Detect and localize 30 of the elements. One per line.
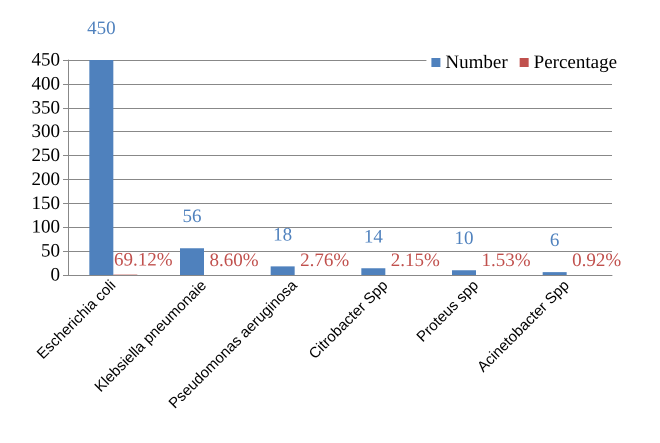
- data-label: 1.53%: [481, 250, 531, 271]
- bar: [89, 60, 114, 275]
- data-label: 56: [182, 206, 202, 228]
- data-label: 6: [550, 230, 560, 252]
- y-tick-label: 200: [32, 168, 60, 190]
- y-tick-label: 0: [50, 264, 60, 286]
- data-label: 0.92%: [572, 250, 622, 271]
- bar: [542, 272, 567, 275]
- bar: [361, 268, 386, 275]
- data-label: 450: [87, 18, 116, 39]
- data-label: 10: [454, 228, 474, 250]
- legend-label: Number: [445, 52, 508, 73]
- data-label: 69.12%: [114, 250, 173, 271]
- data-label: 14: [364, 226, 384, 248]
- data-label: 2.76%: [300, 250, 350, 271]
- bar: [180, 248, 204, 275]
- y-tick-label: 400: [32, 73, 60, 94]
- y-tick-label: 300: [32, 121, 60, 142]
- data-label: 18: [273, 224, 292, 246]
- y-tick-label: 350: [32, 97, 60, 118]
- bar: [452, 270, 476, 275]
- y-tick-label: 250: [32, 145, 60, 166]
- y-tick-label: 50: [41, 240, 60, 262]
- data-label: 2.15%: [390, 250, 440, 271]
- bar: [270, 266, 295, 275]
- y-tick-label: 100: [32, 216, 60, 238]
- legend-label: Percentage: [534, 52, 618, 73]
- data-label: 8.60%: [209, 250, 259, 271]
- y-tick-label: 150: [32, 192, 60, 214]
- y-tick-label: 450: [32, 50, 60, 70]
